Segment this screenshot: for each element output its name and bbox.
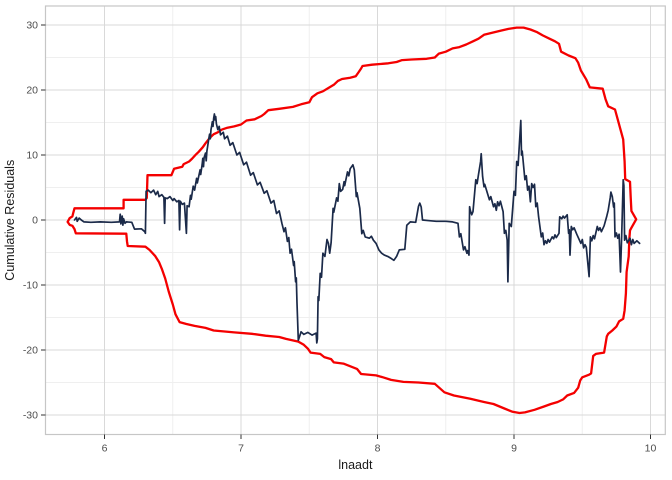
y-tick-label: 30 — [26, 20, 38, 32]
y-tick-label: -30 — [23, 410, 38, 422]
y-tick-label: 10 — [26, 150, 38, 162]
x-tick-label: 9 — [511, 443, 517, 455]
y-tick-label: 0 — [32, 215, 38, 227]
simulation-envelope-line — [66, 26, 638, 415]
x-axis-title: lnaadt — [338, 458, 373, 472]
y-tick-label: -10 — [23, 280, 38, 292]
x-tick-label: 10 — [645, 443, 657, 455]
x-tick-label: 7 — [238, 443, 244, 455]
y-axis-title: Cumulative Residuals — [3, 160, 17, 281]
y-tick-label: -20 — [23, 345, 38, 357]
y-tick-label: 20 — [26, 85, 38, 97]
cumulative-residuals-line — [73, 113, 641, 344]
x-tick-label: 6 — [102, 443, 108, 455]
x-tick-label: 8 — [375, 443, 381, 455]
